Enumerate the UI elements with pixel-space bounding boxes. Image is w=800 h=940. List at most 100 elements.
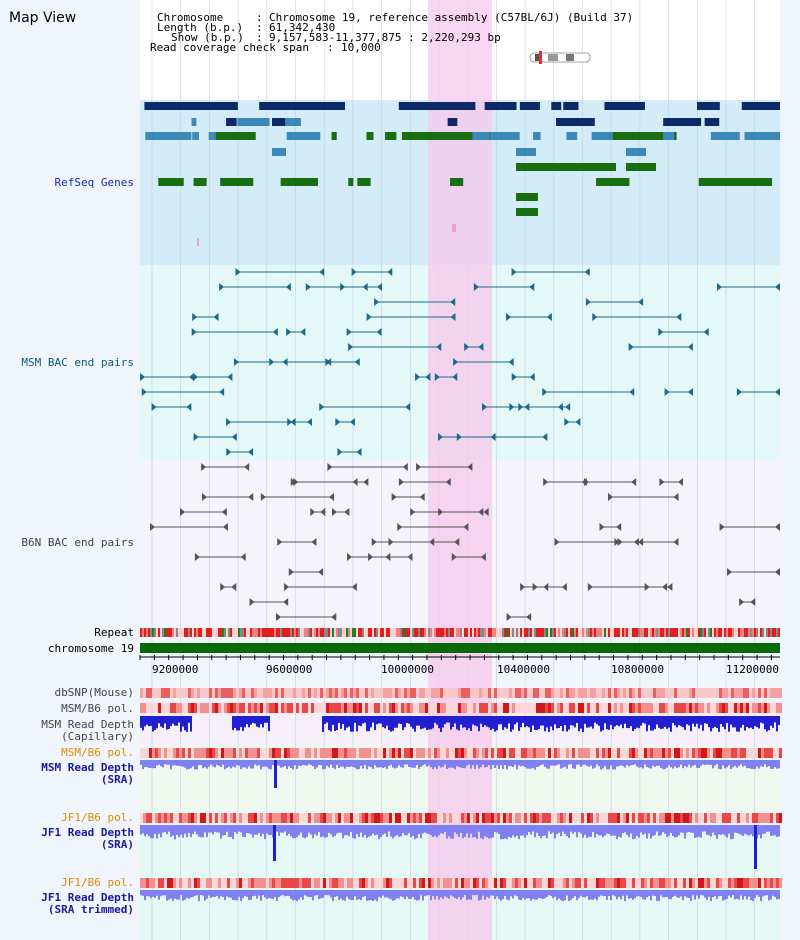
repeat-segment — [180, 628, 182, 637]
read-depth-bar — [362, 716, 364, 724]
read-depth-bar — [326, 825, 328, 838]
b6n-bac-end-marker — [180, 508, 186, 516]
repeat-segment — [666, 628, 668, 637]
polymorphism-cell — [437, 813, 440, 823]
track-label-refseq[interactable]: RefSeq Genes — [54, 176, 134, 189]
polymorphism-cell — [158, 703, 161, 713]
read-depth-bar — [364, 825, 366, 835]
read-depth-bar — [568, 890, 570, 901]
read-depth-bar — [666, 890, 668, 897]
polymorphism-cell — [293, 748, 296, 758]
read-depth-bar — [338, 825, 340, 833]
repeat-segment — [204, 628, 206, 637]
read-depth-bar — [542, 825, 544, 837]
read-depth-bar — [758, 825, 760, 835]
polymorphism-cell — [662, 703, 665, 713]
track-label-jf1-depth-trimmed[interactable]: JF1 Read Depth — [41, 891, 134, 904]
polymorphism-cell — [293, 878, 296, 888]
gene-feature — [735, 178, 773, 186]
polymorphism-cell — [536, 878, 539, 888]
track-label-repeat[interactable]: Repeat — [94, 626, 134, 639]
track-label-msm-depth-capillary[interactable]: MSM Read Depth — [41, 718, 134, 731]
b6n-bac-end-marker — [222, 523, 228, 531]
msm-bac-end-marker — [340, 283, 346, 291]
gene-feature — [450, 178, 464, 186]
polymorphism-cell — [611, 813, 614, 823]
read-depth-bar — [490, 890, 492, 896]
repeat-segment — [492, 628, 494, 637]
msm-bac-end-marker — [415, 373, 421, 381]
read-depth-bar — [540, 716, 542, 726]
read-depth-bar — [650, 825, 652, 839]
track-label-chromosome[interactable]: chromosome 19 — [47, 642, 134, 655]
read-depth-bar — [714, 825, 716, 836]
repeat-segment — [270, 628, 272, 637]
polymorphism-cell — [170, 703, 173, 713]
read-depth-bar — [298, 890, 300, 900]
read-depth-bar — [582, 716, 584, 732]
msm-bac-end-marker — [306, 418, 312, 426]
read-depth-bar — [440, 890, 442, 898]
polymorphism-cell — [437, 748, 440, 758]
read-depth-bar — [644, 760, 646, 765]
polymorphism-cell — [602, 748, 605, 758]
repeat-segment — [404, 628, 406, 637]
track-label-dbsnp[interactable]: dbSNP(Mouse) — [54, 686, 134, 699]
polymorphism-cell — [569, 748, 572, 758]
read-depth-bar — [606, 890, 608, 900]
read-depth-bar — [674, 890, 676, 896]
read-depth-bar — [290, 825, 292, 837]
polymorphism-cell — [143, 813, 146, 823]
read-depth-bar — [374, 825, 376, 836]
read-depth-bar — [632, 890, 634, 900]
polymorphism-cell — [371, 878, 374, 888]
read-depth-bar — [738, 825, 740, 834]
polymorphism-cell — [686, 688, 689, 698]
polymorphism-cell — [335, 748, 338, 758]
track-label-jf1-b6-pol-sra[interactable]: JF1/B6 pol. — [61, 811, 134, 824]
polymorphism-cell — [533, 703, 536, 713]
track-label-msm-b6-pol-capillary[interactable]: MSM/B6 pol. — [61, 702, 134, 715]
read-depth-bar — [154, 716, 156, 730]
msm-bac-end-marker — [453, 358, 459, 366]
polymorphism-cell — [608, 703, 611, 713]
read-depth-bar — [724, 890, 726, 900]
read-depth-bar — [266, 716, 268, 723]
read-depth-bar — [554, 716, 556, 725]
read-depth-bar — [398, 716, 400, 724]
track-label-jf1-depth-sra[interactable]: JF1 Read Depth — [41, 826, 134, 839]
read-depth-bar — [630, 825, 632, 834]
read-depth-bar — [206, 825, 208, 838]
read-depth-bar — [436, 716, 438, 725]
read-depth-bar — [700, 825, 702, 838]
gene-feature — [711, 132, 740, 140]
read-depth-bar — [592, 825, 594, 832]
read-depth-bar — [664, 890, 666, 898]
polymorphism-cell — [341, 878, 344, 888]
track-label-msm-b6-pol-sra[interactable]: MSM/B6 pol. — [61, 746, 134, 759]
polymorphism-cell — [401, 688, 404, 698]
read-depth-bar — [148, 890, 150, 897]
track-label-msm-bac[interactable]: MSM BAC end pairs — [21, 356, 134, 369]
polymorphism-cell — [713, 748, 716, 758]
polymorphism-cell — [188, 703, 191, 713]
track-label-jf1-b6-pol-trimmed[interactable]: JF1/B6 pol. — [61, 876, 134, 889]
read-depth-bar — [506, 890, 508, 900]
polymorphism-cell — [449, 878, 452, 888]
read-depth-bar — [448, 890, 450, 899]
read-depth-bar — [526, 716, 528, 727]
polymorphism-cell — [203, 703, 206, 713]
repeat-segment — [550, 628, 552, 637]
read-depth-bar — [336, 760, 338, 765]
msm-bac-end-marker — [319, 403, 325, 411]
read-depth-bar — [716, 760, 718, 765]
read-depth-bar — [756, 760, 758, 767]
polymorphism-cell — [257, 688, 260, 698]
repeat-segment — [340, 628, 342, 637]
read-depth-bar — [752, 825, 754, 837]
read-depth-bar — [518, 760, 520, 766]
read-depth-bar — [720, 825, 722, 835]
track-label-b6n-bac[interactable]: B6N BAC end pairs — [21, 536, 134, 549]
track-label-msm-depth-sra[interactable]: MSM Read Depth — [41, 761, 134, 774]
